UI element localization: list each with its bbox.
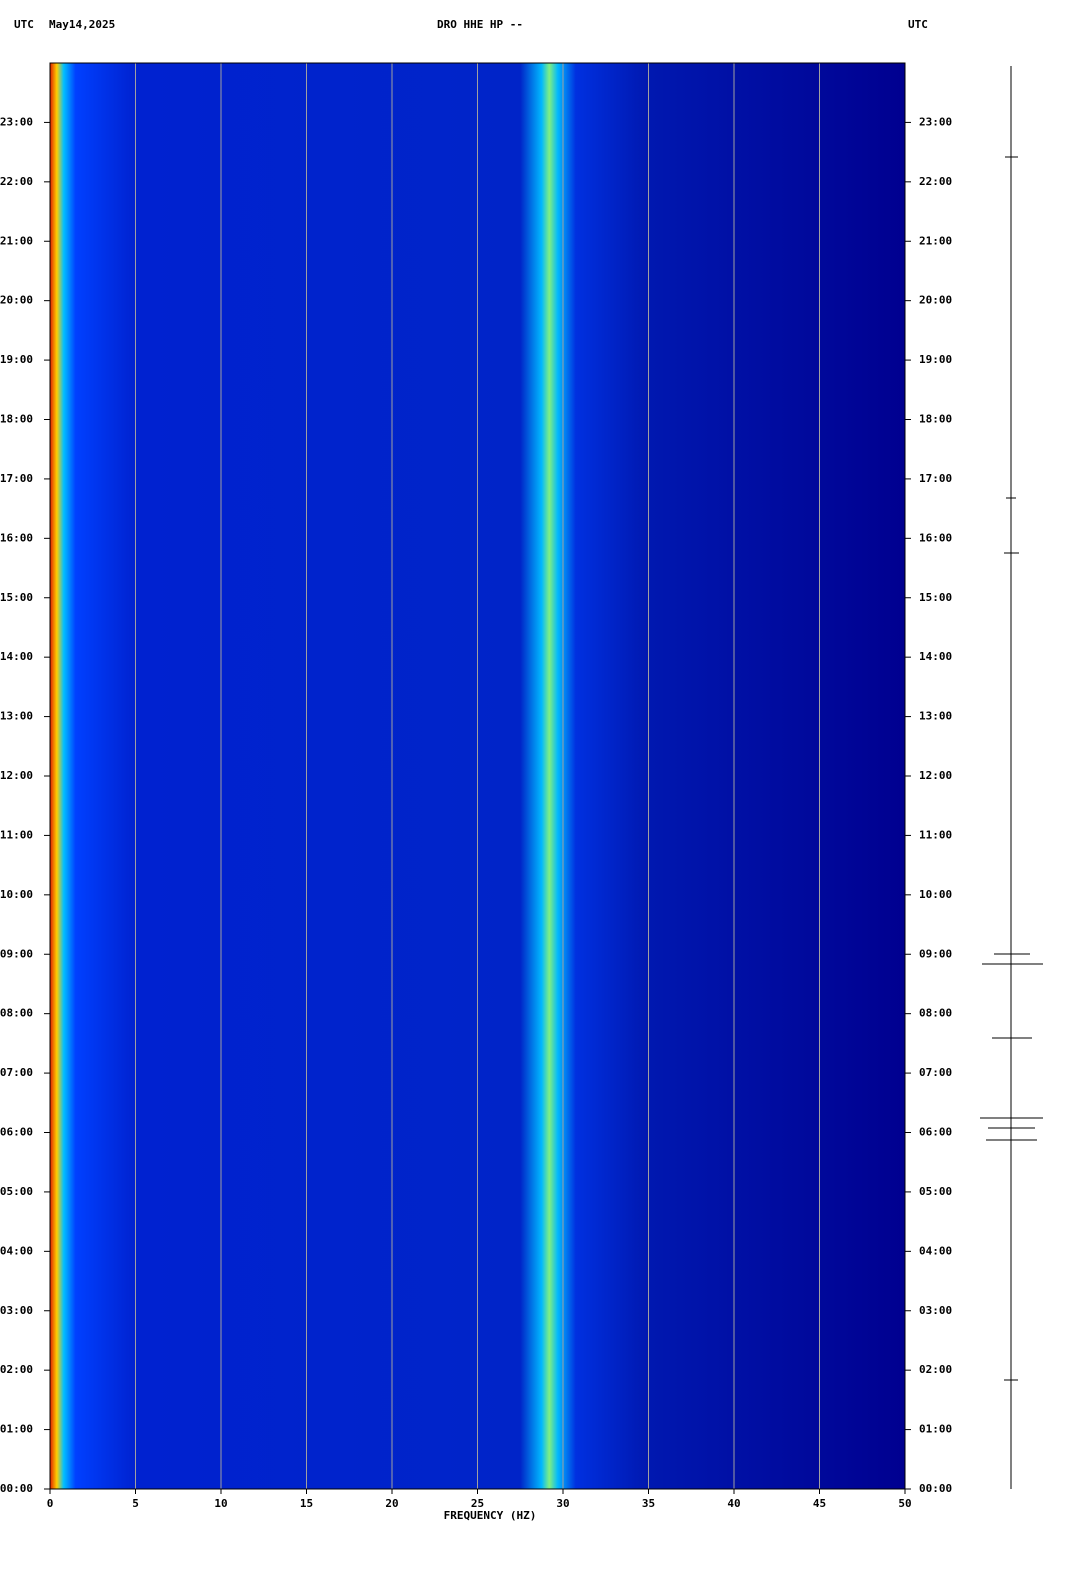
date: May14,2025 xyxy=(49,18,115,31)
y-tick-label: 19:00 xyxy=(0,353,33,366)
y-tick-label: 01:00 xyxy=(919,1423,952,1436)
y-tick-label: 06:00 xyxy=(919,1126,952,1139)
x-tick-label: 40 xyxy=(727,1497,740,1510)
x-tick-label: 5 xyxy=(132,1497,139,1510)
y-tick-label: 16:00 xyxy=(0,531,33,544)
y-tick-label: 06:00 xyxy=(0,1126,33,1139)
header-left: UTC xyxy=(14,18,34,31)
y-tick-label: 00:00 xyxy=(919,1482,952,1495)
y-tick-label: 21:00 xyxy=(0,234,33,247)
y-tick-label: 18:00 xyxy=(919,413,952,426)
y-tick-label: 13:00 xyxy=(919,710,952,723)
y-tick-label: 14:00 xyxy=(919,650,952,663)
x-tick-label: 25 xyxy=(471,1497,484,1510)
x-tick-label: 10 xyxy=(214,1497,227,1510)
y-tick-label: 13:00 xyxy=(0,710,33,723)
y-tick-label: 01:00 xyxy=(0,1423,33,1436)
y-tick-label: 05:00 xyxy=(0,1185,33,1198)
seismogram xyxy=(980,66,1043,1489)
y-tick-label: 17:00 xyxy=(919,472,952,485)
y-tick-label: 10:00 xyxy=(919,888,952,901)
y-tick-label: 20:00 xyxy=(919,294,952,307)
y-tick-label: 07:00 xyxy=(919,1066,952,1079)
x-tick-label: 30 xyxy=(556,1497,569,1510)
y-tick-label: 12:00 xyxy=(919,769,952,782)
y-tick-label: 03:00 xyxy=(919,1304,952,1317)
y-tick-label: 08:00 xyxy=(919,1007,952,1020)
plot-frame xyxy=(49,62,906,1490)
y-tick-label: 15:00 xyxy=(0,591,33,604)
y-tick-label: 07:00 xyxy=(0,1066,33,1079)
y-tick-label: 02:00 xyxy=(919,1363,952,1376)
y-tick-label: 00:00 xyxy=(0,1482,33,1495)
x-tick-label: 0 xyxy=(47,1497,54,1510)
y-tick-label: 18:00 xyxy=(0,413,33,426)
y-tick-label: 11:00 xyxy=(0,828,33,841)
x-tick-label: 15 xyxy=(300,1497,313,1510)
chart-title: DRO HHE HP -- xyxy=(437,18,523,31)
x-tick-label: 50 xyxy=(898,1497,911,1510)
header-right: UTC xyxy=(908,18,928,31)
y-tick-label: 11:00 xyxy=(919,828,952,841)
y-tick-label: 15:00 xyxy=(919,591,952,604)
y-tick-label: 02:00 xyxy=(0,1363,33,1376)
y-tick-label: 09:00 xyxy=(0,947,33,960)
y-tick-label: 09:00 xyxy=(919,947,952,960)
y-tick-label: 10:00 xyxy=(0,888,33,901)
y-tick-label: 08:00 xyxy=(0,1007,33,1020)
y-tick-label: 21:00 xyxy=(919,234,952,247)
y-tick-label: 22:00 xyxy=(919,175,952,188)
y-tick-label: 14:00 xyxy=(0,650,33,663)
x-tick-label: 35 xyxy=(642,1497,655,1510)
y-tick-label: 05:00 xyxy=(919,1185,952,1198)
x-axis-label: FREQUENCY (HZ) xyxy=(444,1509,537,1522)
y-tick-label: 12:00 xyxy=(0,769,33,782)
y-tick-label: 23:00 xyxy=(0,115,33,128)
x-tick-label: 20 xyxy=(385,1497,398,1510)
y-tick-label: 03:00 xyxy=(0,1304,33,1317)
y-tick-label: 22:00 xyxy=(0,175,33,188)
y-tick-label: 04:00 xyxy=(919,1244,952,1257)
y-tick-label: 16:00 xyxy=(919,531,952,544)
x-tick-label: 45 xyxy=(813,1497,826,1510)
y-tick-label: 17:00 xyxy=(0,472,33,485)
y-tick-label: 04:00 xyxy=(0,1244,33,1257)
y-tick-label: 19:00 xyxy=(919,353,952,366)
y-tick-label: 23:00 xyxy=(919,115,952,128)
y-tick-label: 20:00 xyxy=(0,294,33,307)
